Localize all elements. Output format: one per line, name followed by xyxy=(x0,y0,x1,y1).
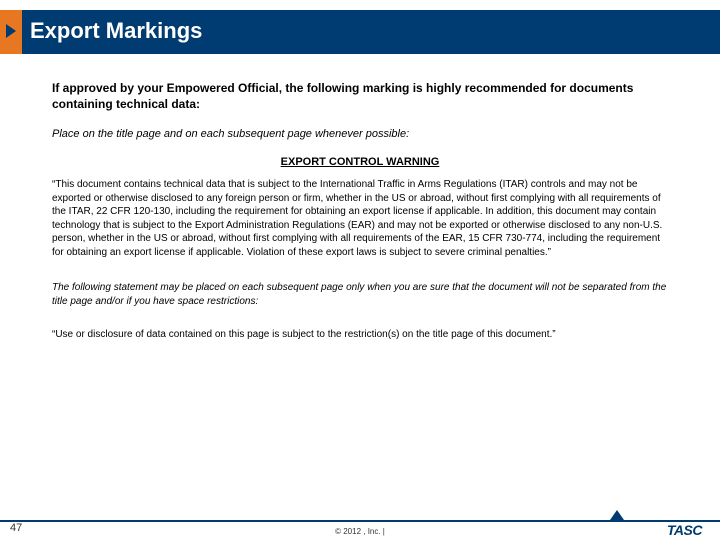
footer-divider xyxy=(0,520,720,522)
logo: TASC xyxy=(667,522,702,538)
slide-title: Export Markings xyxy=(30,18,202,44)
copyright-text: © 2012 , Inc. | xyxy=(0,527,720,536)
warning-body: “This document contains technical data t… xyxy=(52,178,668,259)
intro-text: If approved by your Empowered Official, … xyxy=(52,80,668,112)
logo-text: TASC xyxy=(667,522,702,538)
arrow-icon xyxy=(6,24,16,38)
placement-note: Place on the title page and on each subs… xyxy=(52,128,668,140)
warning-heading: EXPORT CONTROL WARNING xyxy=(52,156,668,168)
content-area: If approved by your Empowered Official, … xyxy=(52,80,668,342)
subsequent-note: The following statement may be placed on… xyxy=(52,281,668,308)
restriction-statement: “Use or disclosure of data contained on … xyxy=(52,328,668,342)
